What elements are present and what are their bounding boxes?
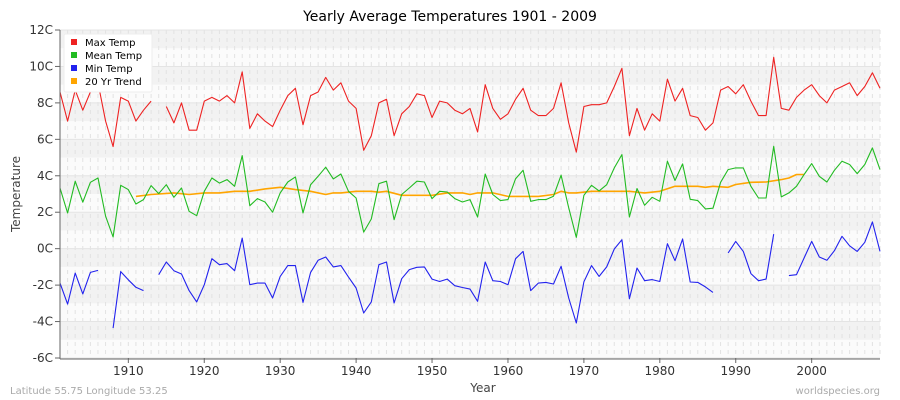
y-tick-label: 12C [29, 23, 53, 37]
y-tick-label: 6C [37, 132, 53, 146]
legend: Max Temp Mean Temp Min Temp 20 Yr Trend [63, 33, 153, 93]
y-tick-label: 10C [29, 59, 53, 73]
series-line-min-temp [59, 269, 99, 305]
x-tick-label: 1940 [341, 364, 372, 378]
y-tick-label: -6C [33, 351, 53, 365]
x-tick-label: 1920 [189, 364, 220, 378]
footer-location: Latitude 55.75 Longitude 53.25 [10, 386, 168, 397]
series-line-20-yr-trend [135, 173, 805, 198]
x-tick-label: 1980 [645, 364, 676, 378]
x-axis-label: Year [469, 381, 495, 395]
y-axis-label: Temperature [9, 156, 23, 233]
x-tick-label: 1910 [113, 364, 144, 378]
legend-swatch [71, 78, 77, 84]
y-tick-label: 4C [37, 169, 53, 183]
footer-source: worldspecies.org [796, 386, 880, 397]
series-lines [59, 56, 881, 329]
series-line-min-temp [158, 237, 714, 324]
x-tick-label: 1970 [569, 364, 600, 378]
legend-label: Min Temp [85, 64, 133, 75]
grid-lines [59, 29, 881, 359]
series-line-min-temp [112, 271, 144, 329]
series-line-min-temp [727, 234, 775, 282]
x-tick-label: 1930 [265, 364, 296, 378]
legend-label: Max Temp [85, 38, 136, 49]
legend-swatch [71, 65, 77, 71]
y-tick-label: 0C [37, 242, 53, 256]
chart-title: Yearly Average Temperatures 1901 - 2009 [302, 9, 597, 25]
x-tick-label: 1960 [493, 364, 524, 378]
series-line-mean-temp [59, 145, 881, 238]
y-axis-ticks: -6C -4C -2C 0C 2C 4C 6C 8C 10C 12C [29, 23, 60, 365]
y-tick-label: -4C [33, 315, 53, 329]
legend-swatch [71, 39, 77, 45]
legend-swatch [71, 52, 77, 58]
x-axis-ticks: 1910 1920 1930 1940 1950 1960 1970 1980 1990 2000 [113, 358, 827, 378]
legend-label: Mean Temp [85, 51, 142, 62]
series-line-max-temp [165, 56, 881, 153]
x-tick-label: 2000 [796, 364, 827, 378]
y-tick-label: 2C [37, 205, 53, 219]
x-tick-label: 1990 [720, 364, 751, 378]
legend-label: 20 Yr Trend [85, 77, 142, 88]
y-tick-label: 8C [37, 96, 53, 110]
x-tick-label: 1950 [417, 364, 448, 378]
legend-box [63, 33, 153, 93]
series-line-min-temp [788, 221, 881, 277]
y-tick-label: -2C [33, 278, 53, 292]
